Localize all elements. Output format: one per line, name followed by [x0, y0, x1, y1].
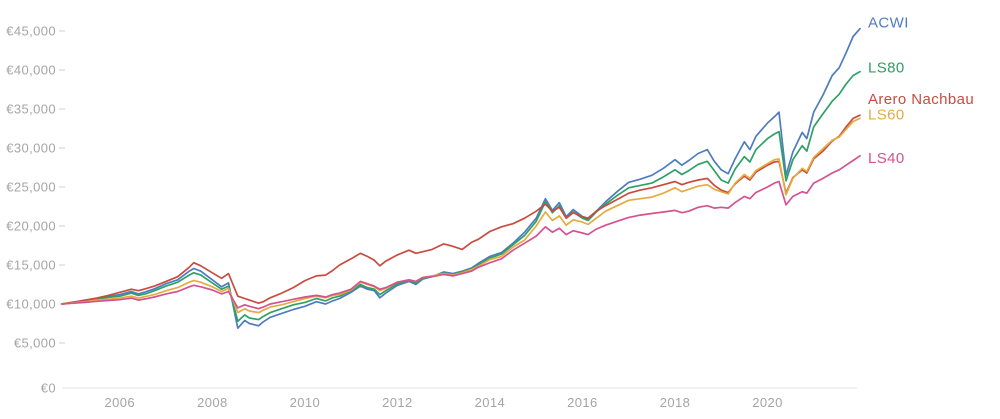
y-axis-label: €30,000: [6, 141, 56, 156]
legend-label-arero-nachbau[interactable]: Arero Nachbau: [868, 91, 974, 108]
y-axis-label: €35,000: [6, 102, 56, 117]
y-axis-label: €40,000: [6, 63, 56, 78]
x-axis-label: 2010: [290, 395, 321, 410]
series-line-acwi: [61, 27, 861, 330]
y-axis-label: €20,000: [6, 219, 56, 234]
x-axis-label: 2006: [105, 395, 136, 410]
y-axis-label: €25,000: [6, 180, 56, 195]
x-axis-label: 2014: [475, 395, 506, 410]
x-axis-label: 2016: [567, 395, 598, 410]
series-line-ls60: [61, 117, 861, 314]
legend-label-ls40[interactable]: LS40: [868, 150, 905, 167]
y-axis-label: €5,000: [14, 336, 56, 351]
x-axis-label: 2008: [197, 395, 228, 410]
series-line-ls80: [61, 70, 861, 323]
y-axis-label: €0: [41, 381, 56, 396]
y-axis-label: €45,000: [6, 24, 56, 39]
x-axis-label: 2020: [752, 395, 783, 410]
series-line-arero-nachbau: [61, 114, 861, 305]
x-axis-label: 2018: [660, 395, 691, 410]
series-line-ls40: [61, 154, 861, 310]
legend-label-ls60[interactable]: LS60: [868, 106, 905, 123]
y-axis-label: €15,000: [6, 258, 56, 273]
x-axis-label: 2012: [382, 395, 413, 410]
y-axis-label: €10,000: [6, 297, 56, 312]
legend-label-ls80[interactable]: LS80: [868, 60, 905, 77]
legend-label-acwi[interactable]: ACWI: [868, 15, 909, 32]
